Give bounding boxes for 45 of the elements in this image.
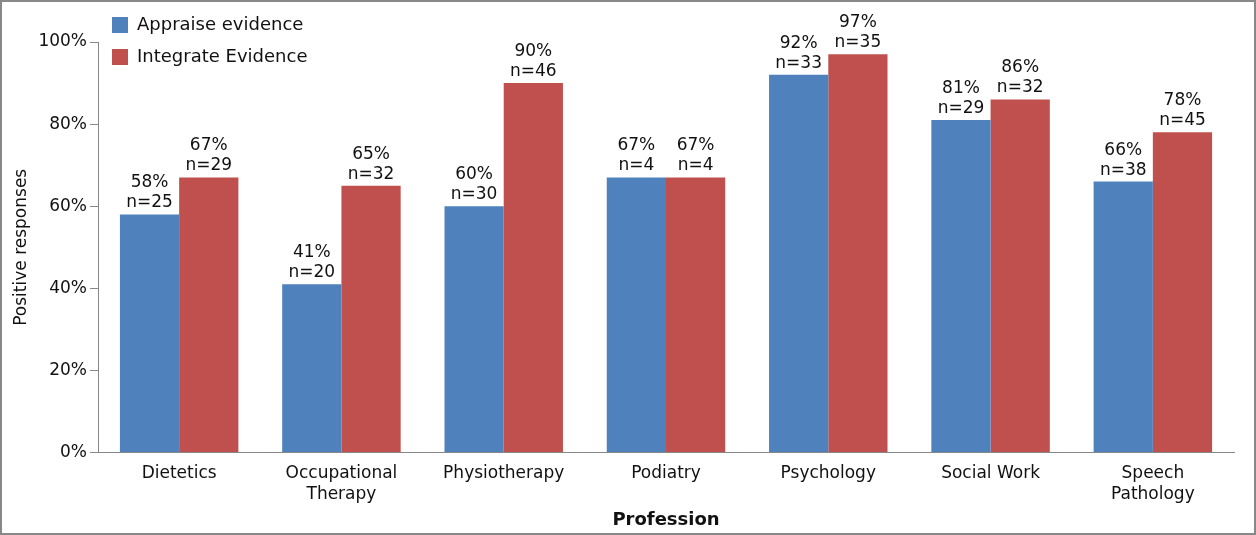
bar [119, 214, 180, 453]
y-axis-title: Positive responses [9, 168, 30, 326]
y-tick-label: 20% [49, 358, 87, 379]
bar [1152, 132, 1213, 453]
bar [179, 177, 239, 453]
bar [828, 54, 888, 453]
data-label: 90% n=46 [510, 39, 557, 80]
y-tick-label: 0% [60, 441, 87, 462]
x-tick-label: Podiatry [631, 462, 701, 483]
y-tick-label: 60% [49, 194, 87, 215]
data-label: 67% n=4 [676, 134, 715, 175]
data-label: 41% n=20 [288, 241, 336, 282]
data-label: 58% n=25 [126, 171, 173, 212]
bar [769, 74, 829, 453]
y-tick-label: 40% [49, 276, 87, 297]
x-tick-label: Social Work [941, 462, 1041, 483]
data-label: 78% n=45 [1159, 89, 1206, 130]
bar [931, 120, 991, 453]
bar [990, 99, 1050, 453]
bar [282, 284, 342, 453]
data-label: 86% n=32 [996, 56, 1044, 97]
data-label: 65% n=32 [347, 142, 395, 183]
bar [666, 177, 726, 453]
data-label: 67% n=29 [185, 134, 233, 175]
data-label: 81% n=29 [937, 76, 985, 117]
x-axis-title: Profession [612, 507, 720, 529]
bar [1093, 181, 1153, 453]
x-tick-label: Dietetics [141, 462, 217, 483]
bar [341, 185, 401, 453]
y-tick-label: 80% [49, 112, 87, 133]
data-label: 92% n=33 [775, 31, 822, 72]
data-label: 66% n=38 [1099, 138, 1147, 179]
legend-label: Appraise evidence [137, 12, 304, 34]
data-label: 60% n=30 [450, 163, 498, 204]
x-tick-label: Psychology [780, 462, 876, 483]
data-label: 67% n=4 [617, 134, 656, 175]
x-tick-label: Physiotherapy [443, 462, 565, 483]
bar [444, 206, 504, 453]
bar [606, 177, 666, 453]
x-tick-label: Occupational Therapy [285, 462, 398, 503]
legend-label: Integrate Evidence [137, 44, 308, 66]
data-label: 97% n=35 [834, 11, 882, 52]
bar [503, 83, 563, 453]
x-tick-label: Speech Pathology [1110, 462, 1195, 503]
y-tick-label: 100% [38, 30, 87, 51]
